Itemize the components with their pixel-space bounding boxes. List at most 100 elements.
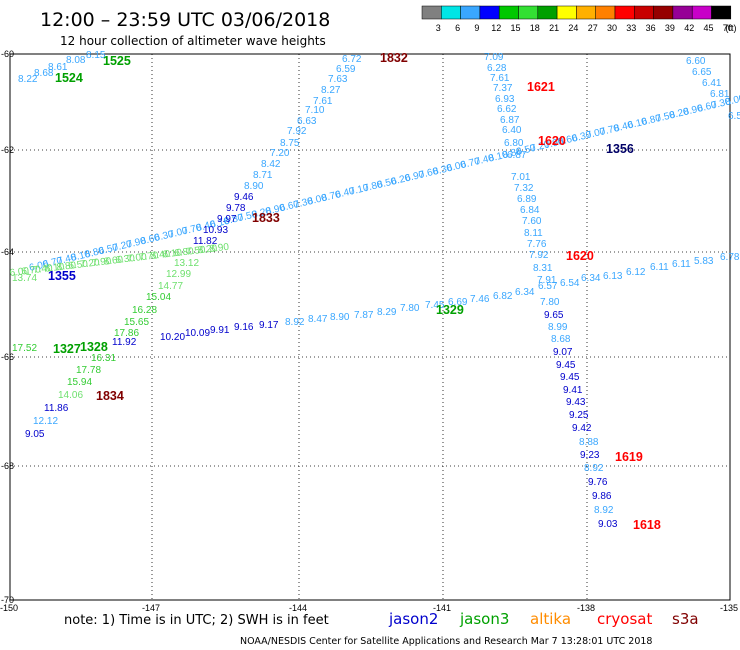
swh-value-label: 8.47 bbox=[308, 314, 328, 325]
pass-time-label: 1329 bbox=[436, 303, 464, 317]
swh-value-label: 7.45 bbox=[425, 300, 445, 311]
dense-track-label: 7.50 bbox=[237, 209, 259, 224]
dense-track-label: 6.70 bbox=[42, 255, 64, 270]
swh-value-label: 12.12 bbox=[33, 416, 58, 427]
dense-track-label: 6.70 bbox=[21, 264, 42, 277]
swh-value-label: 9.03 bbox=[598, 519, 618, 530]
dense-track-label: 8.60 bbox=[103, 254, 124, 267]
dense-track-label: 8.80 bbox=[501, 146, 523, 161]
swh-value-label: 7.92 bbox=[529, 250, 549, 261]
dense-track-label: 8.90 bbox=[209, 242, 230, 255]
swh-value-label: 6.5 bbox=[728, 111, 740, 122]
pass-time-label: 1355 bbox=[48, 269, 76, 283]
swh-value-label: 8.68 bbox=[551, 334, 571, 345]
legend-tick-label: 12 bbox=[491, 23, 501, 33]
dense-track-label: 7.00 bbox=[167, 225, 189, 240]
legend-tick-label: 15 bbox=[510, 23, 520, 33]
dense-track-label: 6.90 bbox=[404, 169, 426, 184]
latitude-label: -70 bbox=[1, 595, 14, 605]
longitude-label: -141 bbox=[433, 603, 451, 613]
swh-value-label: 6.12 bbox=[626, 267, 646, 278]
swh-value-label: 6.84 bbox=[520, 205, 540, 216]
dense-track-label: 6.60 bbox=[696, 100, 718, 115]
legend-swatch bbox=[691, 5, 712, 20]
swh-value-label: 6.13 bbox=[603, 271, 623, 282]
swh-value-label: 8.08 bbox=[66, 55, 86, 66]
legend-swatch bbox=[441, 5, 461, 20]
swh-value-label: 9.76 bbox=[588, 477, 608, 488]
legend-tick-label: 18 bbox=[530, 23, 540, 33]
dense-track-label: 6.50 bbox=[98, 242, 120, 257]
swh-value-label: 7.46 bbox=[470, 294, 490, 305]
dense-track-label: 8.20 bbox=[197, 243, 218, 256]
swh-value-label: 10.09 bbox=[185, 328, 210, 339]
dense-track-label: 8.40 bbox=[150, 249, 171, 262]
swh-value-label: 6.63 bbox=[297, 116, 317, 127]
swh-value-label: 7.01 bbox=[511, 172, 531, 183]
sat-jason3-label: jason3 bbox=[459, 610, 509, 628]
swh-value-label: 8.42 bbox=[261, 159, 281, 170]
swh-value-label: 7.80 bbox=[400, 303, 420, 314]
swh-value-label: 6.62 bbox=[497, 104, 517, 115]
swh-value-label: 15.04 bbox=[146, 292, 171, 303]
map-frame bbox=[9, 53, 731, 601]
dense-track-label: 8.10 bbox=[70, 249, 92, 264]
legend-swatch bbox=[576, 5, 596, 20]
swh-value-label: 6.89 bbox=[517, 194, 537, 205]
dense-track-label: 6.80 bbox=[641, 113, 663, 128]
pass-time-label: 1620 bbox=[538, 134, 566, 148]
swh-value-label: 13.12 bbox=[174, 258, 199, 269]
dense-track-label: 6.30 bbox=[571, 129, 593, 144]
longitude-label: -147 bbox=[142, 603, 160, 613]
swh-value-label: 17.78 bbox=[76, 365, 101, 376]
swh-value-label: 7.76 bbox=[527, 239, 547, 250]
swh-value-label: 16.31 bbox=[91, 353, 116, 364]
legend-swatch bbox=[518, 5, 539, 20]
legend-swatch bbox=[653, 5, 674, 20]
dense-track-label: 7.20 bbox=[112, 239, 134, 254]
longitude-label: -135 bbox=[720, 603, 738, 613]
dense-track-label: 7.20 bbox=[529, 139, 551, 154]
swh-value-label: 8.90 bbox=[244, 181, 264, 192]
legend-tick-label: 39 bbox=[665, 23, 675, 33]
dense-track-label: 7.70 bbox=[599, 123, 621, 138]
swh-value-label: 8.71 bbox=[253, 170, 273, 181]
dense-track-label: 7.10 bbox=[348, 182, 370, 197]
swh-value-label: 9.97 bbox=[217, 214, 237, 225]
legend-tick-label: 45 bbox=[703, 23, 713, 33]
swh-value-label: 8.29 bbox=[377, 307, 397, 318]
swh-value-label: 8.68 bbox=[34, 68, 54, 79]
map-subtitle: 12 hour collection of altimeter wave hei… bbox=[60, 34, 326, 48]
dense-track-label: 8.90 bbox=[682, 103, 704, 118]
dense-track-label: 7.80 bbox=[362, 179, 384, 194]
swh-value-label: 9.25 bbox=[569, 410, 589, 421]
swh-value-label: 8.92 bbox=[584, 463, 604, 474]
swh-value-label: 8.92 bbox=[594, 505, 614, 516]
dense-track-label: 7.40 bbox=[33, 263, 54, 276]
latitude-label: -62 bbox=[1, 145, 14, 155]
legend-tick-label: 70 bbox=[723, 23, 733, 33]
dense-track-label: 6.10 bbox=[209, 216, 231, 231]
swh-value-label: 7.37 bbox=[493, 83, 513, 94]
dense-track-label: 7.70 bbox=[181, 222, 203, 237]
dense-track-label: 7.00 bbox=[127, 252, 148, 265]
dense-track-label: 6.80 bbox=[223, 212, 245, 227]
pass-time-label: 1620 bbox=[566, 249, 594, 263]
dense-track-label: 8.60 bbox=[557, 133, 579, 148]
pass-time-label: 1833 bbox=[252, 211, 280, 225]
legend-tick-label: 21 bbox=[549, 23, 559, 33]
dense-track-label: 7.30 bbox=[293, 196, 315, 211]
sat-cryosat-label: cryosat bbox=[597, 610, 652, 628]
legend-swatch bbox=[614, 5, 635, 20]
swh-value-label: 6.57 bbox=[538, 281, 558, 292]
swh-value-label: 6.93 bbox=[495, 94, 515, 105]
latitude-label: -64 bbox=[1, 247, 14, 257]
legend-tick-label: 24 bbox=[568, 23, 578, 33]
pass-time-label: 1356 bbox=[606, 142, 634, 156]
dense-track-label: 7.00 bbox=[585, 126, 607, 141]
pass-time-label: 1525 bbox=[103, 54, 131, 68]
swh-value-label: 6.69 bbox=[448, 297, 468, 308]
dense-track-label: 7.40 bbox=[474, 153, 496, 168]
pass-time-label: 1618 bbox=[633, 518, 661, 532]
lat-lon-grid bbox=[10, 54, 730, 600]
